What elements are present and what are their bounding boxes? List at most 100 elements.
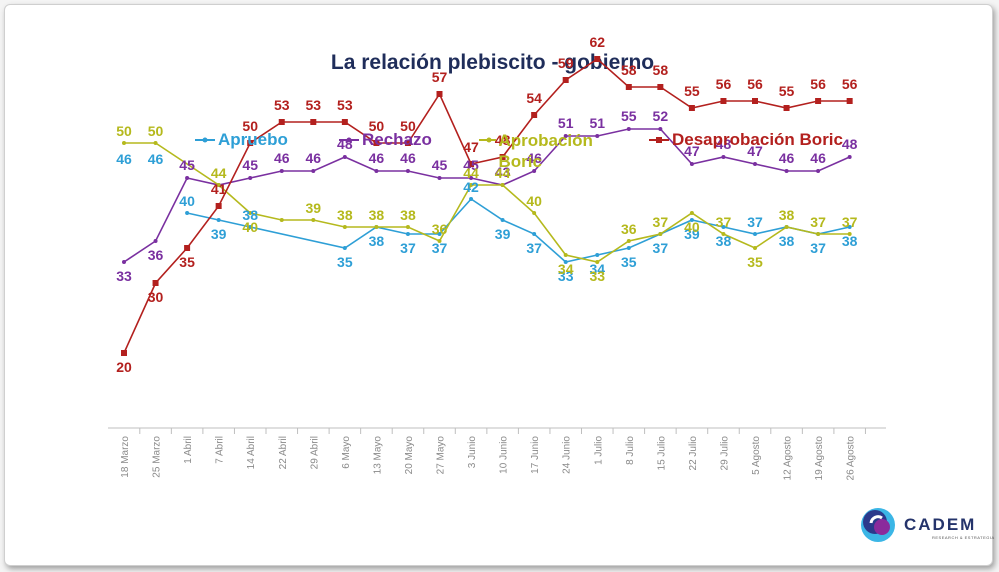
data-label: 37 [400,240,416,256]
data-point [689,211,694,215]
data-label: 36 [148,247,164,263]
data-point [784,225,789,229]
x-tick-label: 3 Junio [467,436,478,469]
data-point [658,232,663,236]
data-point [374,169,379,173]
data-label: 58 [621,62,637,78]
data-point [248,225,253,229]
data-label: 48 [716,136,732,152]
data-label: 46 [306,150,322,166]
legend-label: Aprobación Boric [498,131,593,171]
data-label: 38 [369,207,385,223]
data-label: 37 [526,240,542,256]
data-label: 46 [116,151,132,167]
x-tick-label: 22 Julio [688,436,699,471]
series-line [186,197,850,263]
data-point [374,225,379,229]
data-point [594,56,601,62]
x-tick-label: 20 Mayo [404,436,415,475]
data-point [563,134,568,138]
data-label: 40 [684,219,700,235]
brand-tagline: RESEARCH & ESTRATEGIA [932,535,995,540]
legend-rechazo: Rechazo [338,130,432,150]
data-label: 38 [337,207,353,223]
data-point [437,232,442,236]
data-point [721,232,726,236]
data-point [437,176,442,180]
data-label: 37 [842,214,858,230]
data-point [342,225,347,229]
data-point [279,169,284,173]
cadem-logo-icon [861,508,895,542]
data-point [185,176,190,180]
data-label: 46 [810,150,826,166]
x-tick-label: 24 Junio [562,436,573,474]
data-point [215,203,222,209]
data-point [532,169,537,173]
legend-label: Rechazo [362,130,432,149]
data-point [595,134,600,138]
data-point [783,105,790,111]
data-label: 33 [589,268,605,284]
data-point [216,183,221,187]
data-point [500,183,505,187]
data-point [816,232,821,236]
x-tick-label: 26 Agosto [846,436,857,481]
data-label: 46 [400,150,416,166]
data-label: 44 [495,165,511,181]
data-point [279,218,284,222]
data-label: 48 [842,136,858,152]
data-point [688,105,695,111]
x-tick-label: 7 Abril [215,436,226,464]
data-point [689,162,694,166]
brand-name: CADEM [904,515,977,534]
data-label: 46 [274,150,290,166]
data-label: 50 [242,118,258,134]
data-label: 37 [810,214,826,230]
data-label: 50 [400,118,416,134]
data-label: 52 [653,108,669,124]
data-point [753,162,757,166]
x-tick-label: 18 Marzo [120,436,131,478]
data-label: 36 [621,221,637,237]
data-point [752,98,758,104]
data-label: 35 [337,254,353,270]
data-label: 46 [779,150,795,166]
data-point [563,260,568,264]
chart-title: La relación plebiscito - gobierno [330,51,655,74]
data-label: 46 [148,151,164,167]
data-point [468,161,475,167]
data-label: 40 [242,219,258,235]
data-point [753,246,757,250]
data-label: 56 [747,76,763,92]
data-label: 56 [716,76,732,92]
data-point [847,225,852,229]
data-point [247,140,254,146]
x-tick-label: 27 Mayo [436,436,447,475]
data-label: 46 [369,150,385,166]
x-tick-label: 6 Mayo [341,436,352,469]
data-point [500,218,505,222]
data-point [815,98,822,104]
data-point [311,169,316,173]
data-point [847,155,852,159]
x-tick-label: 5 Agosto [751,436,762,475]
data-point [184,245,191,251]
data-point [721,155,726,159]
data-label: 39 [495,226,511,242]
data-point [595,253,600,257]
data-label: 47 [747,143,763,159]
data-point [689,218,694,222]
data-label: 50 [148,123,164,139]
data-label: 62 [589,34,605,50]
data-point [278,119,285,125]
data-label: 38 [842,233,858,249]
x-tick-label: 29 Abril [309,436,320,469]
data-label: 57 [432,69,448,85]
data-label: 33 [558,268,574,284]
data-label: 53 [306,97,322,113]
data-point [657,84,664,90]
data-label: 37 [716,214,732,230]
legend-label: Apruebo [218,130,288,149]
data-label: 45 [242,157,258,173]
